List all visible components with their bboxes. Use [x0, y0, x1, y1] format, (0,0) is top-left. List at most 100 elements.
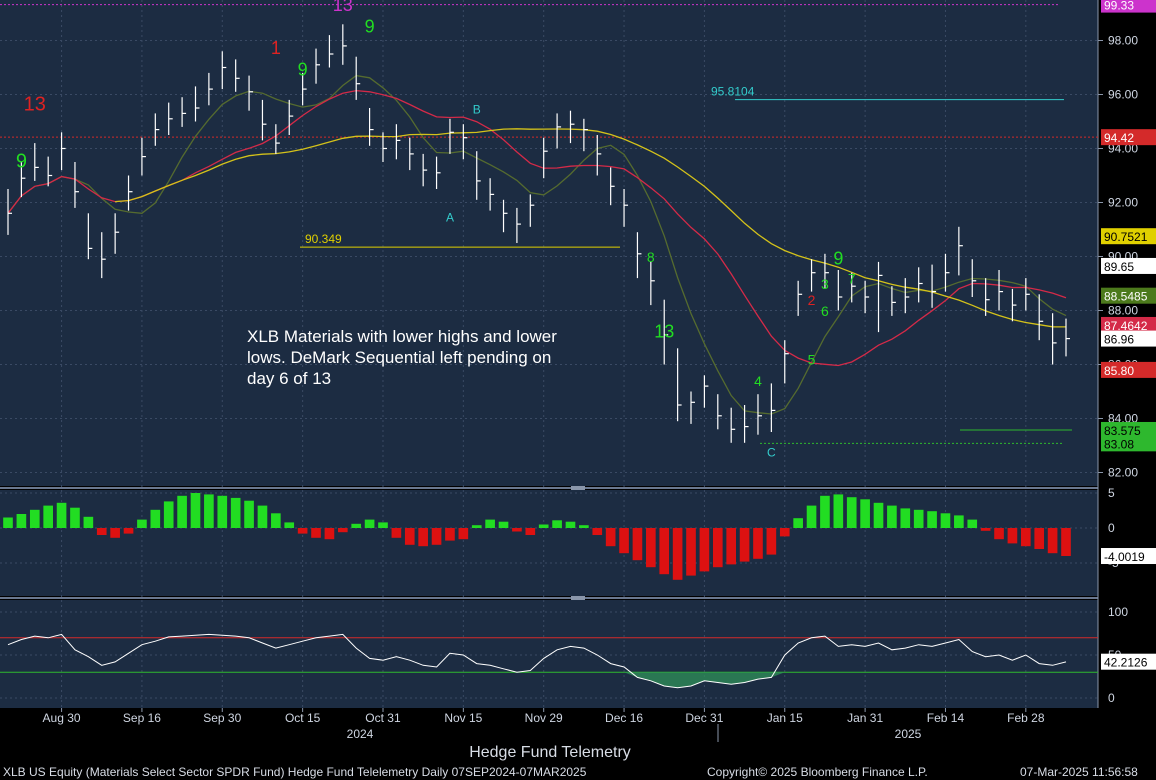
histogram-bar — [337, 528, 348, 533]
price-label-box — [1101, 361, 1156, 378]
hist-last-label: -4.0019 — [1104, 550, 1145, 564]
x-tick-label: Oct 15 — [285, 711, 321, 725]
histogram-bar — [351, 523, 362, 528]
hist-last-box — [1101, 548, 1156, 565]
y-tick-label: 88.00 — [1108, 304, 1138, 318]
moving-averages — [7, 74, 1067, 415]
demark-label: 3 — [821, 276, 829, 292]
demark-label: C — [767, 445, 776, 459]
histogram-bar — [1007, 528, 1018, 544]
histogram-bar — [230, 497, 241, 528]
x-tick-label: Nov 29 — [525, 711, 563, 725]
demark-label: 4 — [754, 373, 762, 389]
y-tick-label: 92.00 — [1108, 196, 1138, 210]
x-tick-label: Feb 14 — [927, 711, 965, 725]
demark-label: B — [473, 102, 481, 116]
demark-label: 5 — [808, 352, 816, 368]
histogram-bar — [29, 509, 40, 528]
histogram-bar — [150, 509, 161, 528]
histogram-bar — [257, 505, 268, 528]
price-label-text: 88.5485 — [1104, 290, 1148, 304]
histogram-bar — [793, 518, 803, 528]
price-label-text: 99.33 — [1104, 0, 1134, 13]
y-tick-label: 96.00 — [1108, 88, 1138, 102]
histogram-bar — [913, 509, 924, 528]
oscillator — [0, 611, 1098, 699]
histogram-bar — [538, 524, 549, 528]
histogram-bar — [324, 528, 335, 540]
histogram-bar — [994, 528, 1004, 540]
x-tick-label: Aug 30 — [43, 711, 81, 725]
x-tick-label: Feb 28 — [1007, 711, 1045, 725]
histogram-bar — [646, 528, 656, 568]
histogram-bar — [43, 505, 53, 528]
hist-tick-label: 0 — [1108, 521, 1115, 535]
oscillator-panel-bg — [0, 600, 1098, 708]
histogram-bar — [632, 528, 643, 561]
histogram-bar — [56, 502, 67, 528]
ma-long-line — [115, 128, 1067, 328]
footer-copyright: Copyright© 2025 Bloomberg Finance L.P. — [707, 765, 928, 779]
histogram-bar — [1034, 528, 1045, 549]
histogram-bar — [190, 493, 201, 528]
histogram-bar — [123, 528, 134, 534]
y-tick-label: 98.00 — [1108, 34, 1138, 48]
histogram-bar — [605, 528, 616, 547]
histogram-bar — [833, 494, 844, 528]
histogram-bar — [471, 525, 482, 528]
histogram-bar — [619, 528, 629, 554]
osc-tick-label: 0 — [1108, 691, 1115, 705]
y-tick-label: 82.00 — [1108, 466, 1138, 480]
histogram-bar — [485, 519, 495, 528]
price-panel-bg — [0, 0, 1098, 486]
histogram-bar — [244, 500, 254, 528]
histogram-bar — [177, 495, 187, 528]
histogram-bar — [311, 528, 321, 538]
histogram-bar — [699, 528, 710, 572]
demark-label: 1 — [271, 38, 281, 58]
price-label-text: 85.80 — [1104, 364, 1134, 378]
histogram-bar — [1061, 528, 1071, 556]
price-label-text: 94.42 — [1104, 131, 1134, 145]
histogram-bar — [726, 528, 737, 565]
splitter-handle-1[interactable] — [571, 486, 585, 490]
demark-label: 9 — [298, 60, 308, 80]
price-label-text: 90.7521 — [1104, 230, 1148, 244]
chart-title: Hedge Fund Telemetry — [469, 744, 631, 761]
histogram-bar — [458, 528, 469, 540]
histogram-bar — [712, 528, 723, 568]
histogram-bar — [592, 528, 603, 535]
histogram-bar — [1021, 528, 1031, 547]
level-label: 95.8104 — [711, 85, 755, 99]
price-label-box — [1101, 287, 1156, 304]
price-label-box — [1101, 0, 1156, 13]
demark-label: 8 — [647, 249, 655, 265]
histogram-bar — [900, 508, 911, 528]
histogram-bar — [806, 505, 817, 528]
osc-last-label: 42.2126 — [1104, 656, 1148, 670]
histogram-bar — [927, 511, 937, 528]
x-tick-label: Sep 16 — [123, 711, 161, 725]
support-resistance-levels: 95.8104 90.349 — [0, 4, 1098, 444]
histogram-bar — [873, 502, 884, 528]
histogram-bar — [404, 528, 415, 545]
x-tick-label: Jan 31 — [847, 711, 883, 725]
histogram-bar — [565, 521, 576, 528]
histogram-bar — [766, 528, 777, 555]
histogram-bar — [940, 513, 951, 528]
price-label-box — [1101, 228, 1156, 245]
demark-label: 9 — [16, 150, 27, 172]
histogram-bar — [391, 528, 402, 538]
demark-label: A — [446, 210, 454, 224]
x-tick-label: Dec 16 — [605, 711, 643, 725]
x-tick-label: Nov 15 — [444, 711, 482, 725]
histogram-bar — [16, 514, 27, 528]
price-label-box — [1101, 316, 1156, 333]
splitter-handle-2[interactable] — [571, 596, 585, 600]
x-tick-label: Jan 15 — [767, 711, 803, 725]
histogram-bar — [110, 528, 120, 538]
year-label: 2024 — [347, 727, 374, 741]
histogram-bar — [96, 528, 107, 535]
histogram-bar — [378, 522, 388, 528]
histogram-bar — [980, 528, 991, 531]
